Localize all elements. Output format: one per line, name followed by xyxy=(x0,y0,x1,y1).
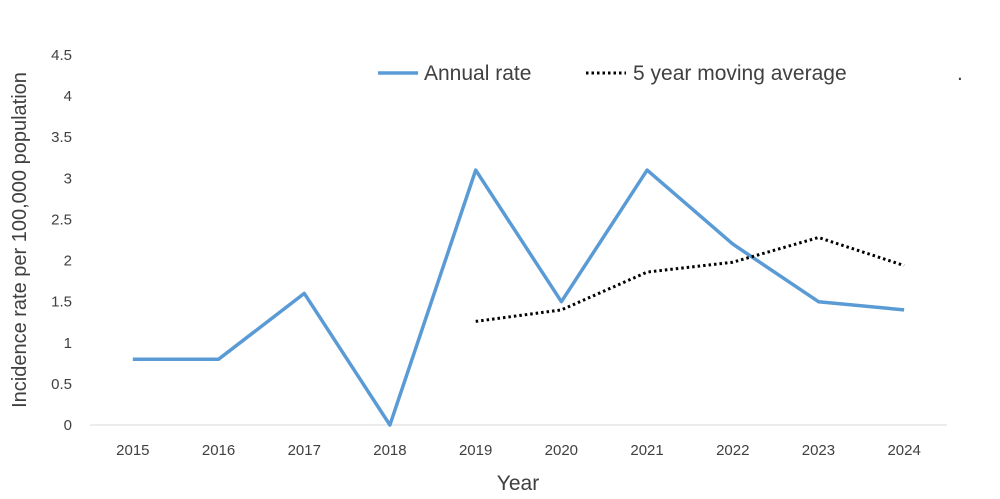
y-tick-label: 4.5 xyxy=(51,47,72,64)
y-tick-label: 0 xyxy=(64,417,72,434)
x-axis-tick-labels: 2015 2016 2017 2018 2019 2020 2021 2022 2023 2024 xyxy=(116,442,921,459)
legend-label-moving-average: 5 year moving average xyxy=(633,62,847,85)
y-tick-label: 3 xyxy=(64,170,72,187)
x-tick-label: 2016 xyxy=(202,442,235,459)
y-tick-label: 2.5 xyxy=(51,211,72,228)
x-tick-label: 2021 xyxy=(630,442,663,459)
x-tick-label: 2017 xyxy=(288,442,321,459)
series-line-moving-average xyxy=(475,236,905,323)
x-tick-label: 2019 xyxy=(459,442,492,459)
legend-label-annual-rate: Annual rate xyxy=(424,62,531,85)
x-tick-label: 2015 xyxy=(116,442,149,459)
y-axis-title: Incidence rate per 100,000 population xyxy=(9,72,31,408)
y-tick-label: 1 xyxy=(64,335,72,352)
y-tick-label: 2 xyxy=(64,253,72,270)
x-axis-title: Year xyxy=(497,472,539,495)
legend: Annual rate 5 year moving average . xyxy=(378,62,963,85)
y-tick-label: 3.5 xyxy=(51,129,72,146)
y-axis-tick-labels: 0 0.5 1 1.5 2 2.5 3 3.5 4 4.5 xyxy=(51,47,72,434)
y-tick-label: 1.5 xyxy=(51,294,72,311)
legend-trailing-mark: . xyxy=(957,62,963,85)
x-tick-label: 2024 xyxy=(887,442,920,459)
x-tick-label: 2018 xyxy=(373,442,406,459)
series-line-annual-rate xyxy=(132,168,905,427)
x-tick-label: 2020 xyxy=(545,442,578,459)
x-tick-label: 2022 xyxy=(716,442,749,459)
y-tick-label: 4 xyxy=(64,88,72,105)
x-tick-label: 2023 xyxy=(802,442,835,459)
y-tick-label: 0.5 xyxy=(51,376,72,393)
series-lines xyxy=(132,168,905,427)
